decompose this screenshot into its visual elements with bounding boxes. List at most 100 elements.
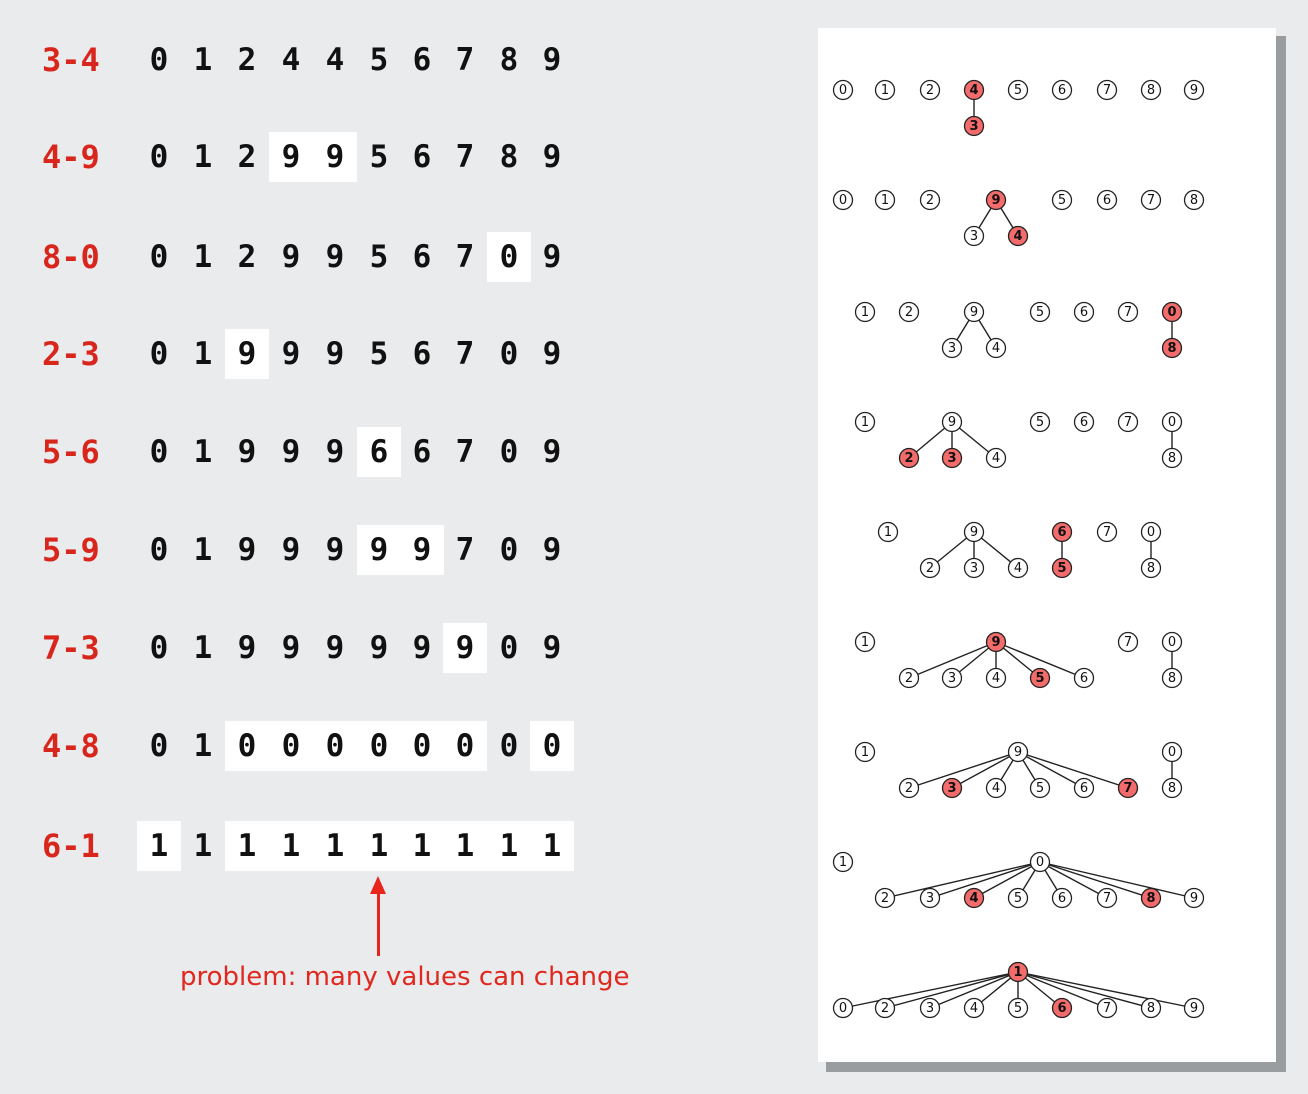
union-operation: 5-6 <box>42 433 100 471</box>
id-array-entry: 0 <box>499 336 519 372</box>
site-node-label: 7 <box>1103 525 1111 540</box>
site-node-label: 7 <box>1124 635 1132 650</box>
tree-link <box>842 971 1019 1009</box>
site-node: 0 <box>1161 411 1183 433</box>
id-array-entry: 0 <box>499 434 519 470</box>
site-node-label: 1 <box>861 635 869 650</box>
id-array-entry: 5 <box>369 336 389 372</box>
site-node-label: 3 <box>969 119 978 134</box>
id-array-entry: 9 <box>269 132 313 182</box>
site-node: 1 <box>874 189 896 211</box>
site-node-label: 1 <box>884 525 892 540</box>
site-node-label: 1 <box>839 855 847 870</box>
site-node: 7 <box>1140 189 1162 211</box>
site-node-label: 8 <box>1168 451 1176 466</box>
site-node-label: 9 <box>1190 83 1198 98</box>
site-node: 4 <box>963 997 985 1019</box>
site-node: 5 <box>1007 887 1029 909</box>
id-array-entry: 9 <box>412 630 432 666</box>
site-node-label: 5 <box>1036 781 1044 796</box>
id-array-entry: 0 <box>499 630 519 666</box>
site-node-label: 5 <box>1014 891 1022 906</box>
site-node: 4 <box>985 667 1007 689</box>
id-array-entry: 0 <box>313 721 357 771</box>
tree-link <box>1039 861 1152 899</box>
tree-link <box>973 861 1041 899</box>
id-array-entry: 9 <box>325 532 345 568</box>
site-node: 2 <box>919 79 941 101</box>
id-array-entry: 9 <box>369 630 389 666</box>
id-array-entry: 7 <box>455 139 475 175</box>
site-node-label: 5 <box>1057 561 1066 576</box>
site-node: 5 <box>1029 301 1051 323</box>
id-array-entry: 9 <box>237 434 257 470</box>
site-node: 8 <box>1161 337 1183 359</box>
site-node-label: 2 <box>926 193 934 208</box>
tree-link <box>929 971 1019 1009</box>
site-node: 4 <box>985 447 1007 469</box>
id-array-entry: 7 <box>455 336 475 372</box>
arrow-head <box>370 876 386 894</box>
id-array-entry: 4 <box>281 42 301 78</box>
site-node-label: 8 <box>1168 781 1176 796</box>
site-node: 0 <box>1161 301 1183 323</box>
id-array-entry: 9 <box>237 532 257 568</box>
site-node: 0 <box>1029 851 1051 873</box>
site-node: 9 <box>941 411 963 433</box>
site-node: 3 <box>963 557 985 579</box>
site-node-label: 9 <box>970 305 978 320</box>
id-array-entry: 9 <box>325 239 345 275</box>
id-array-entry: 9 <box>281 336 301 372</box>
site-node: 8 <box>1140 997 1162 1019</box>
site-node-label: 3 <box>970 229 978 244</box>
id-array-entry: 9 <box>542 532 562 568</box>
id-array-entry: 0 <box>443 721 487 771</box>
site-node-label: 8 <box>1190 193 1198 208</box>
site-node-label: 1 <box>881 193 889 208</box>
site-node: 6 <box>1051 521 1073 543</box>
site-node: 9 <box>963 521 985 543</box>
site-node: 0 <box>832 189 854 211</box>
site-node-label: 4 <box>992 341 1000 356</box>
id-array-entry: 1 <box>313 821 357 871</box>
site-node-label: 7 <box>1103 891 1111 906</box>
site-node: 1 <box>832 851 854 873</box>
id-array-entry: 1 <box>225 821 269 871</box>
site-node-label: 6 <box>1057 525 1066 540</box>
id-array-entry: 9 <box>237 630 257 666</box>
id-array-entry: 1 <box>443 821 487 871</box>
site-node: 6 <box>1073 667 1095 689</box>
site-node: 8 <box>1140 557 1162 579</box>
site-node-label: 0 <box>1036 855 1044 870</box>
site-node: 4 <box>1007 225 1029 247</box>
id-array-entry: 0 <box>400 721 444 771</box>
id-array-entry: 7 <box>455 434 475 470</box>
site-node: 1 <box>877 521 899 543</box>
site-node: 2 <box>919 557 941 579</box>
id-array-entry: 5 <box>369 239 389 275</box>
site-node: 3 <box>941 667 963 689</box>
tree-link <box>1039 861 1108 899</box>
site-node: 0 <box>1161 631 1183 653</box>
site-node-label: 9 <box>991 193 1000 208</box>
id-array-entry: 9 <box>281 532 301 568</box>
site-node-label: 4 <box>1014 561 1022 576</box>
id-array-entry: 9 <box>225 329 269 379</box>
id-array-entry: 0 <box>149 139 169 175</box>
id-array-entry: 0 <box>149 630 169 666</box>
site-node: 1 <box>854 411 876 433</box>
union-operation: 5-9 <box>42 531 100 569</box>
site-node-label: 3 <box>926 1001 934 1016</box>
site-node-label: 7 <box>1147 193 1155 208</box>
id-array-entry: 0 <box>357 721 401 771</box>
site-node: 2 <box>919 189 941 211</box>
id-array-entry: 7 <box>455 532 475 568</box>
site-node: 4 <box>1007 557 1029 579</box>
site-node: 7 <box>1096 887 1118 909</box>
site-node-label: 5 <box>1058 193 1066 208</box>
id-array-entry: 0 <box>149 728 169 764</box>
site-node-label: 0 <box>1167 305 1176 320</box>
site-node-label: 8 <box>1168 671 1176 686</box>
id-array-entry: 9 <box>542 434 562 470</box>
site-node: 0 <box>832 79 854 101</box>
